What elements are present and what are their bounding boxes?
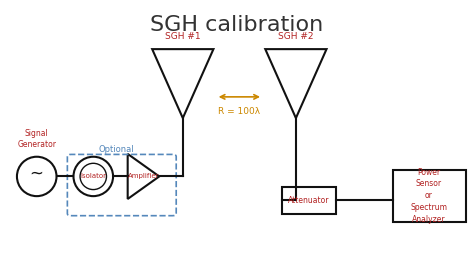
Text: R = 100λ: R = 100λ xyxy=(219,107,260,117)
Text: Amplifier: Amplifier xyxy=(128,173,159,180)
Bar xyxy=(282,187,336,214)
Text: Optional: Optional xyxy=(99,145,135,154)
Text: Power
Sensor
or
Spectrum
Analyzer: Power Sensor or Spectrum Analyzer xyxy=(410,168,447,224)
Text: ~: ~ xyxy=(30,165,44,183)
Text: SGH #1: SGH #1 xyxy=(165,32,201,41)
Bar xyxy=(392,170,465,222)
Text: Isolator: Isolator xyxy=(80,173,106,180)
Text: Attenuator: Attenuator xyxy=(288,196,329,205)
Text: Signal
Generator: Signal Generator xyxy=(17,129,56,149)
Text: SGH calibration: SGH calibration xyxy=(150,15,324,35)
Text: SGH #2: SGH #2 xyxy=(278,32,314,41)
